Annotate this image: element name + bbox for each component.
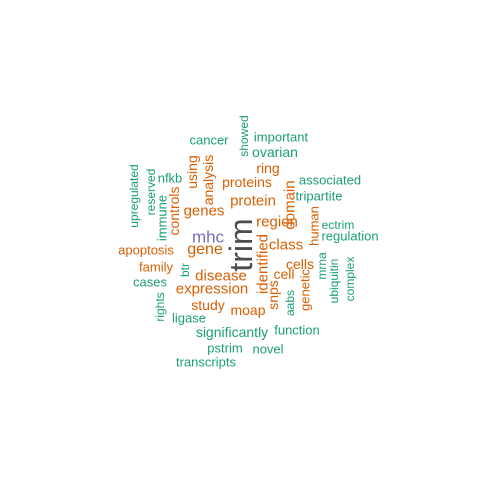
word-upregulated: upregulated (127, 164, 141, 228)
word-important: important (253, 129, 309, 145)
word-snps: snps (265, 280, 281, 310)
word-analysis: analysis (200, 154, 216, 206)
word-cancer: cancer (189, 132, 229, 148)
word-study: study (191, 297, 225, 313)
word-protein: protein (230, 192, 276, 210)
word-nfkb: nfkb (157, 170, 183, 186)
word-regulation: regulation (321, 228, 379, 244)
word-class: class (268, 236, 304, 254)
word-cases: cases (133, 274, 167, 290)
word-transcripts: transcripts (176, 354, 236, 370)
word-genetic: genetic (297, 269, 313, 311)
word-ovarian: ovarian (252, 144, 298, 160)
word-function: function (274, 322, 320, 338)
word-ectrim: ectrim (321, 218, 355, 232)
word-cells: cells (285, 256, 315, 272)
word-rights: rights (153, 292, 167, 322)
word-human: human (306, 206, 322, 246)
word-associated: associated (298, 172, 362, 188)
word-trim: trim (223, 218, 259, 272)
word-ring: ring (256, 160, 280, 176)
word-moap: moap (230, 302, 266, 318)
word-pstrim: pstrim (207, 340, 243, 356)
word-region: region (256, 213, 298, 231)
word-family: family (139, 259, 173, 275)
word-cell: cell (273, 266, 295, 282)
word-novel: novel (252, 341, 284, 357)
word-ligase: ligase (172, 310, 206, 326)
word-btr: btr (178, 262, 192, 278)
word-using: using (184, 155, 200, 189)
word-significantly: significantly (195, 324, 269, 340)
word-expression: expression (175, 280, 249, 298)
word-ubiquitin: ubiquitin (327, 258, 341, 304)
word-gene: gene (187, 241, 223, 258)
word-genes: genes (183, 202, 225, 220)
word-apoptosis: apoptosis (118, 242, 174, 258)
word-complex: complex (343, 256, 357, 302)
word-aabs: aabs (283, 289, 297, 317)
word-proteins: proteins (222, 174, 272, 190)
word-immune: immune (154, 194, 170, 242)
word-tripartite: tripartite (295, 188, 343, 204)
word-disease: disease (195, 267, 247, 285)
word-showed: showed (237, 115, 251, 157)
word-mhc: mhc (191, 227, 225, 247)
